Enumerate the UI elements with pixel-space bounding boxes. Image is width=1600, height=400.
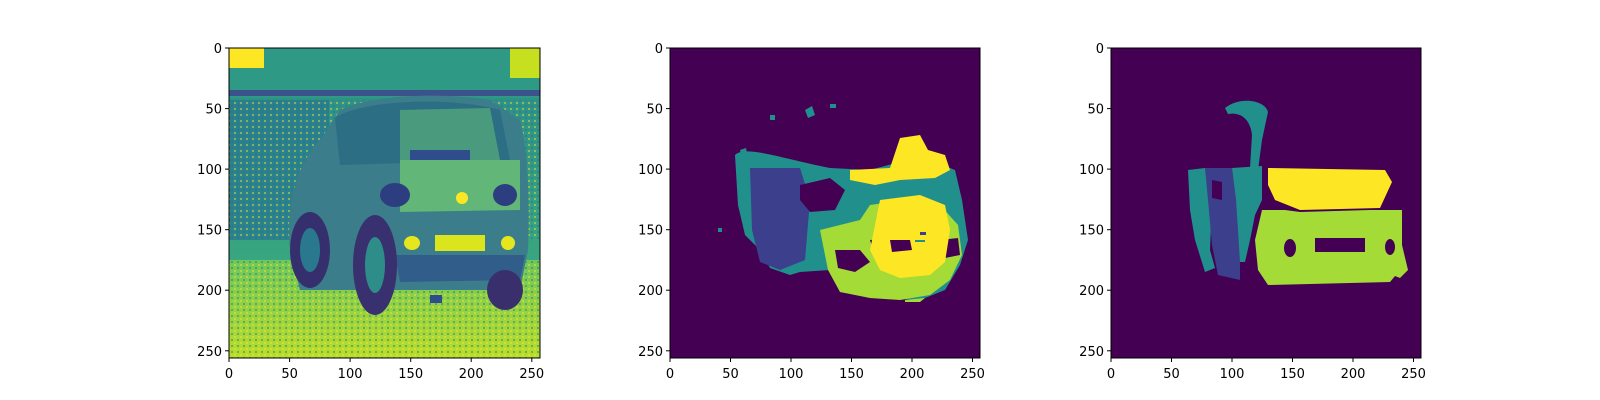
y-tick-label: 250	[197, 345, 222, 360]
car-image	[229, 48, 540, 358]
x-tick-label: 50	[722, 367, 739, 382]
y-tick-label: 50	[205, 103, 222, 118]
y-tick-label: 0	[214, 42, 222, 57]
y-axis-ticks-1	[225, 47, 229, 352]
x-tick-label: 0	[666, 367, 674, 382]
x-tick-label: 250	[960, 367, 985, 382]
x-axis-ticks-3	[1110, 358, 1414, 362]
panel-grayscale-image: 0 50 100 150 200 250 0 50 100 150 200 25…	[197, 42, 544, 382]
x-axis-labels-2: 0 50 100 150 200 250	[666, 367, 985, 382]
y-axis-labels-3: 0 50 100 150 200 250	[1079, 42, 1104, 360]
x-tick-label: 150	[839, 367, 864, 382]
x-tick-label: 200	[459, 367, 484, 382]
x-tick-label: 0	[225, 367, 233, 382]
y-tick-label: 50	[646, 103, 663, 118]
y-tick-label: 200	[638, 284, 663, 299]
x-tick-label: 0	[1107, 367, 1115, 382]
x-tick-label: 250	[519, 367, 544, 382]
x-axis-ticks-1	[228, 358, 533, 362]
x-axis-labels-1: 0 50 100 150 200 250	[225, 367, 544, 382]
panel-ground-truth-mask: 0 50 100 150 200 250 0 50 100 150 200 25…	[1079, 42, 1426, 382]
x-tick-label: 250	[1401, 367, 1426, 382]
x-axis-ticks-2	[669, 358, 973, 362]
y-tick-label: 100	[1079, 163, 1104, 178]
y-tick-label: 150	[1079, 224, 1104, 239]
y-tick-label: 50	[1087, 103, 1104, 118]
x-tick-label: 100	[338, 367, 363, 382]
x-tick-label: 200	[1341, 367, 1366, 382]
x-tick-label: 50	[1163, 367, 1180, 382]
x-tick-label: 150	[398, 367, 423, 382]
y-axis-labels-2: 0 50 100 150 200 250	[638, 42, 663, 360]
y-tick-label: 0	[655, 42, 663, 57]
ground-truth-mask-image	[1111, 48, 1421, 358]
y-axis-labels-1: 0 50 100 150 200 250	[197, 42, 222, 360]
y-tick-label: 150	[638, 224, 663, 239]
y-tick-label: 250	[638, 345, 663, 360]
x-tick-label: 50	[281, 367, 298, 382]
y-tick-label: 0	[1096, 42, 1104, 57]
y-axis-ticks-3	[1107, 47, 1111, 352]
y-tick-label: 100	[638, 163, 663, 178]
y-tick-label: 150	[197, 224, 222, 239]
x-tick-label: 100	[779, 367, 804, 382]
x-tick-label: 200	[900, 367, 925, 382]
predicted-mask-image	[670, 48, 980, 358]
y-axis-ticks-2	[666, 47, 670, 352]
y-tick-label: 100	[197, 163, 222, 178]
x-axis-labels-3: 0 50 100 150 200 250	[1107, 367, 1426, 382]
y-tick-label: 200	[1079, 284, 1104, 299]
x-tick-label: 150	[1280, 367, 1305, 382]
x-tick-label: 100	[1220, 367, 1245, 382]
panel-predicted-mask: 0 50 100 150 200 250 0 50 100 150 200 25…	[638, 42, 985, 382]
y-tick-label: 200	[197, 284, 222, 299]
y-tick-label: 250	[1079, 345, 1104, 360]
